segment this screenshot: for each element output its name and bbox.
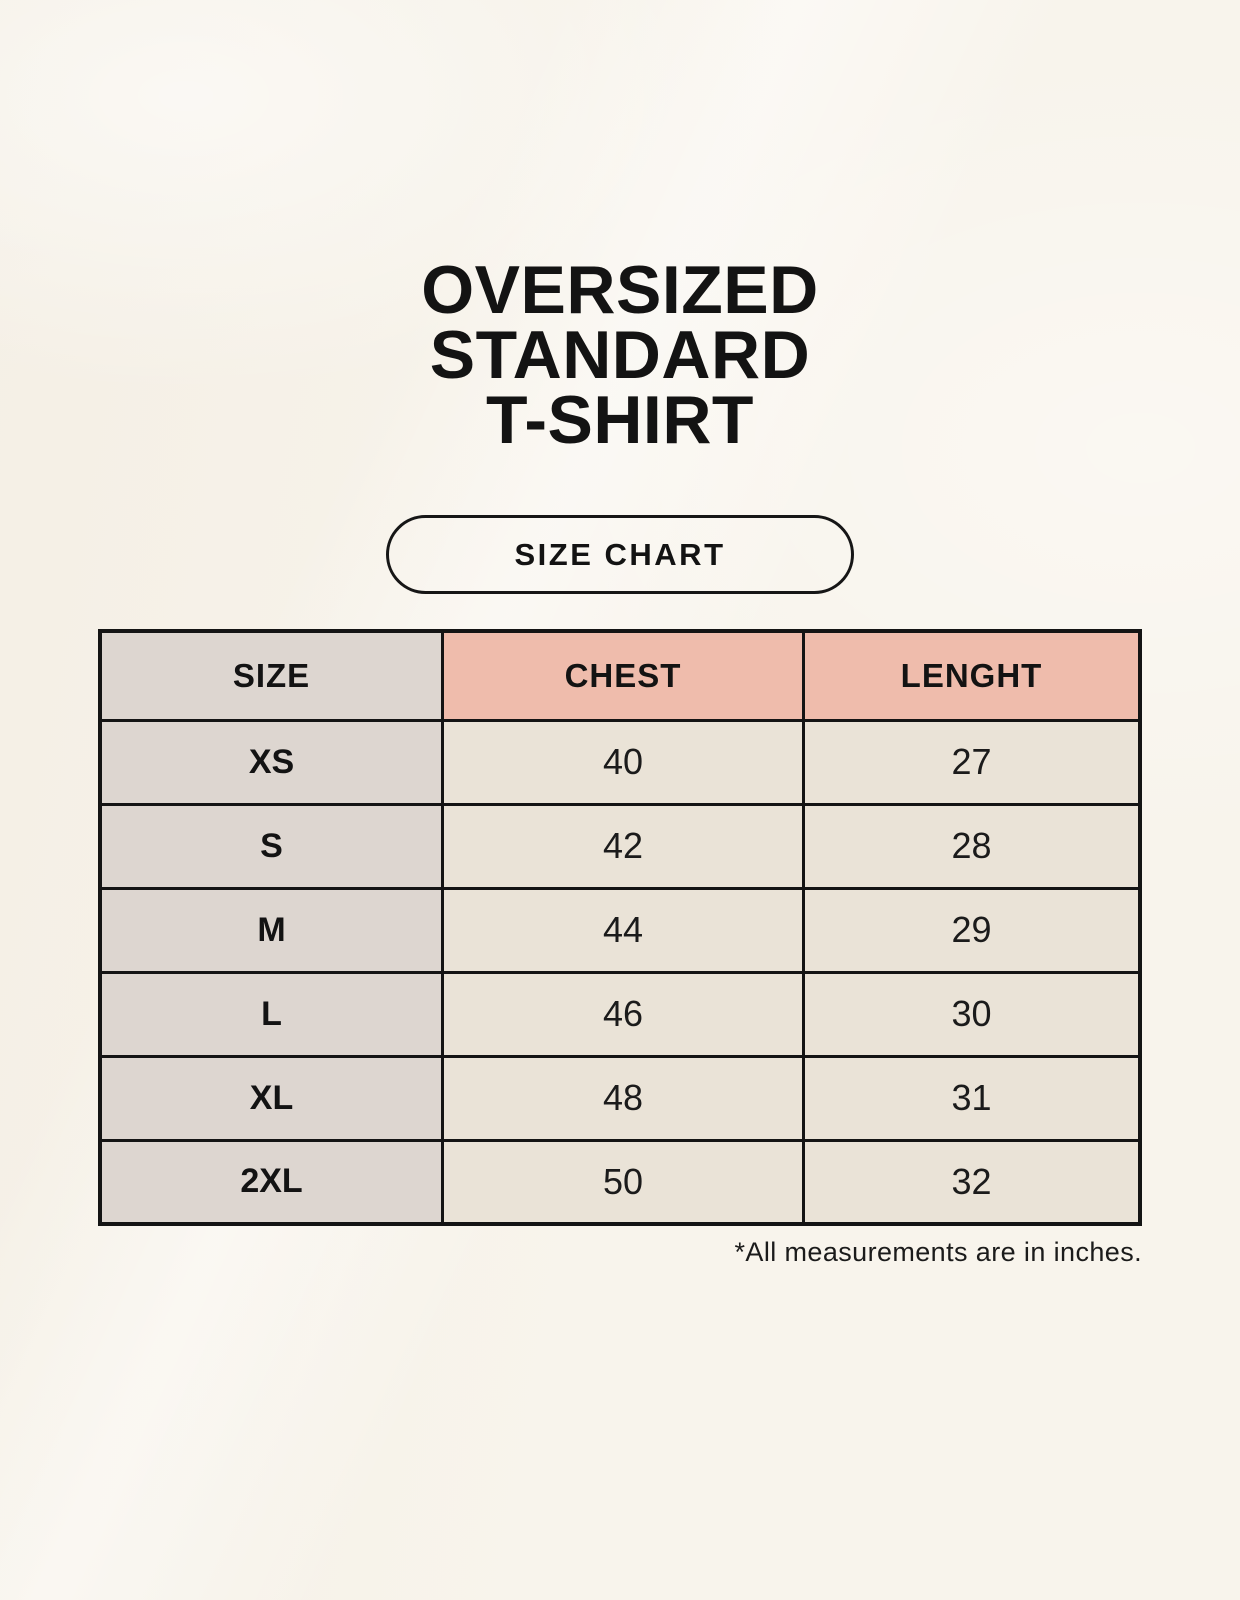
table-row: M 44 29 [98,886,1142,974]
length-cell: 31 [802,1054,1142,1142]
size-cell: 2XL [98,1138,444,1226]
chest-cell: 50 [441,1138,805,1226]
product-title-line-2: STANDARD [429,317,811,393]
table-row: XS 40 27 [98,718,1142,806]
product-title-line-3: T-SHIRT [486,382,754,458]
chest-cell: 40 [441,718,805,806]
chest-cell: 42 [441,802,805,890]
size-cell: L [98,970,444,1058]
header-size: SIZE [98,629,444,722]
header-chest: CHEST [441,629,805,722]
table-header-row: SIZE CHEST LENGHT [98,629,1142,722]
measurements-footnote: *All measurements are in inches. [734,1237,1142,1267]
chest-cell: 48 [441,1054,805,1142]
product-title: OVERSIZED STANDARD T-SHIRT [0,0,1240,458]
size-table-body: XS 40 27 S 42 28 M 44 29 L 46 30 XL 48 31 2XL 50 32 [98,718,1142,1226]
size-cell: XL [98,1054,444,1142]
table-row: S 42 28 [98,802,1142,890]
size-chart-badge[interactable]: SIZE CHART [386,515,854,594]
length-cell: 27 [802,718,1142,806]
table-row: XL 48 31 [98,1054,1142,1142]
size-cell: M [98,886,444,974]
length-cell: 29 [802,886,1142,974]
size-table: SIZE CHEST LENGHT XS 40 27 S 42 28 M 44 29 L 46 30 X… [98,629,1142,1226]
size-cell: XS [98,718,444,806]
length-cell: 30 [802,970,1142,1058]
size-chart-badge-label: SIZE CHART [514,536,726,572]
header-lenght: LENGHT [802,629,1142,722]
table-row: L 46 30 [98,970,1142,1058]
table-row: 2XL 50 32 [98,1138,1142,1226]
length-cell: 28 [802,802,1142,890]
length-cell: 32 [802,1138,1142,1226]
size-table-head: SIZE CHEST LENGHT [98,629,1142,722]
size-cell: S [98,802,444,890]
chest-cell: 44 [441,886,805,974]
product-title-line-1: OVERSIZED [421,252,819,328]
chest-cell: 46 [441,970,805,1058]
